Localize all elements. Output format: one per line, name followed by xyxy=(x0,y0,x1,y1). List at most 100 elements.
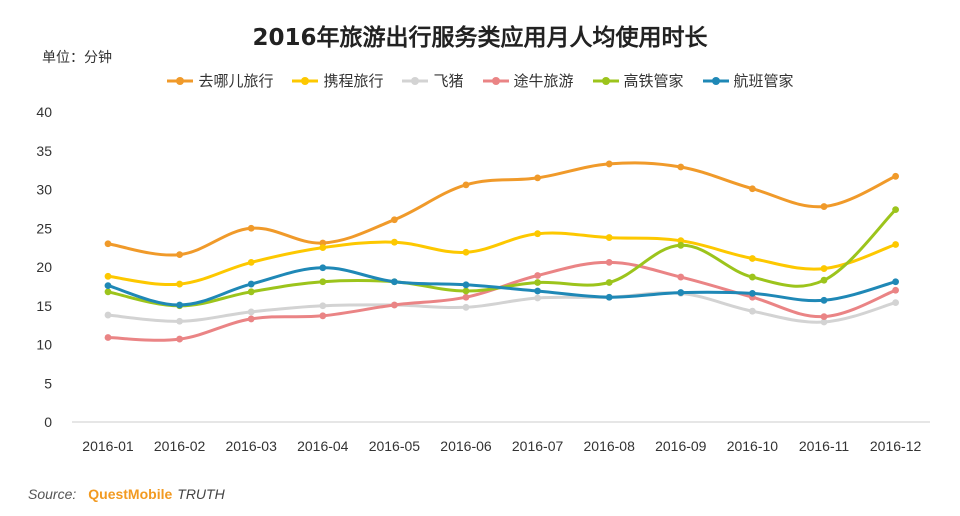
source-brand: QuestMobile xyxy=(88,486,173,502)
data-point xyxy=(104,282,112,289)
x-tick-label: 2016-10 xyxy=(727,438,779,454)
data-point xyxy=(462,287,470,295)
legend-swatch-dot xyxy=(491,76,500,85)
data-point xyxy=(462,281,470,289)
data-point xyxy=(534,174,541,182)
x-tick-label: 2016-08 xyxy=(584,438,636,454)
legend-swatch-dot xyxy=(301,76,310,85)
unit-label: 单位：分钟 xyxy=(42,50,112,66)
legend-item: 携程旅行 xyxy=(291,70,383,91)
legend-label: 飞猪 xyxy=(433,72,464,90)
x-tick-label: 2016-01 xyxy=(82,438,134,454)
data-point xyxy=(820,265,828,272)
series-line-6 xyxy=(106,266,898,307)
source-line: Source: QuestMobile TRUTH xyxy=(28,486,225,502)
data-point xyxy=(820,203,828,210)
legend-label: 携程旅行 xyxy=(323,72,384,90)
y-tick-label: 25 xyxy=(36,220,52,236)
legend-swatch xyxy=(592,76,619,85)
data-point xyxy=(534,279,541,286)
legend-label: 途牛旅游 xyxy=(513,72,574,90)
data-point xyxy=(176,317,184,325)
data-point xyxy=(319,239,327,247)
data-point xyxy=(319,278,327,286)
data-point xyxy=(820,313,828,320)
data-point xyxy=(749,185,756,193)
data-point xyxy=(104,288,112,296)
data-point xyxy=(247,280,255,288)
data-point xyxy=(677,241,685,249)
legend-swatch-dot xyxy=(711,76,720,85)
data-point xyxy=(462,181,470,189)
x-tick-label: 2016-03 xyxy=(226,438,278,454)
legend-item: 飞猪 xyxy=(401,70,464,91)
data-point xyxy=(319,312,327,320)
legend-swatch-dot xyxy=(601,76,610,85)
data-point xyxy=(749,273,756,281)
data-point xyxy=(391,278,398,286)
x-tick-label: 2016-06 xyxy=(440,438,492,454)
data-point xyxy=(319,264,327,272)
data-point xyxy=(534,230,541,238)
x-tick-label: 2016-04 xyxy=(297,438,349,454)
data-point xyxy=(820,296,828,304)
data-point xyxy=(462,293,470,301)
y-tick-label: 35 xyxy=(36,143,52,159)
data-point xyxy=(605,279,613,286)
data-point xyxy=(892,286,899,294)
data-point xyxy=(677,237,685,245)
y-tick-label: 30 xyxy=(36,182,52,198)
legend-item: 途牛旅游 xyxy=(482,70,574,91)
data-point xyxy=(892,278,899,286)
data-point xyxy=(605,234,613,241)
line-chart: 0 5 10 15 20 25 30 35 40 2016-01 2016-02 2016-03 201… xyxy=(36,104,930,454)
chart-title: 2016年旅游出行服务类应用月人均使用时长 xyxy=(252,25,708,51)
data-point xyxy=(247,258,255,266)
data-point xyxy=(176,280,184,288)
legend-swatch-dot xyxy=(411,76,420,85)
data-point xyxy=(892,172,899,180)
data-point xyxy=(749,307,756,315)
y-tick-label: 40 xyxy=(36,104,52,120)
series-line-2 xyxy=(106,231,898,287)
y-tick-label: 15 xyxy=(36,298,52,314)
data-point xyxy=(534,272,541,279)
legend-item: 航班管家 xyxy=(702,70,794,91)
data-point xyxy=(104,272,112,280)
legend-swatch xyxy=(402,76,429,85)
legend-item: 高铁管家 xyxy=(592,70,684,91)
data-point xyxy=(534,294,541,302)
series-line-3 xyxy=(106,291,898,324)
y-tick-label: 0 xyxy=(44,414,52,430)
x-tick-label: 2016-11 xyxy=(799,438,850,454)
data-point xyxy=(677,289,685,296)
data-point xyxy=(104,311,112,319)
legend-item: 去哪儿旅行 xyxy=(166,70,273,91)
x-tick-label: 2016-09 xyxy=(655,438,707,454)
data-point xyxy=(820,276,828,284)
source-label: Source: xyxy=(28,486,77,502)
x-tick-label: 2016-05 xyxy=(369,438,421,454)
legend-label: 航班管家 xyxy=(733,72,794,90)
data-point xyxy=(104,240,112,248)
data-point xyxy=(892,206,899,214)
data-point xyxy=(677,163,685,171)
legend: 去哪儿旅行 携程旅行 飞猪 途牛旅游 高铁管家 航班管家 xyxy=(0,70,960,91)
data-point xyxy=(247,288,255,296)
x-tick-label: 2016-12 xyxy=(870,438,922,454)
y-tick-label: 20 xyxy=(36,259,52,275)
data-point xyxy=(892,299,899,307)
data-point xyxy=(534,287,541,295)
data-point xyxy=(391,301,398,309)
data-point xyxy=(319,244,327,252)
data-point xyxy=(749,255,756,262)
legend-swatch-dot xyxy=(176,76,185,85)
data-point xyxy=(247,308,255,316)
x-tick-label: 2016-07 xyxy=(512,438,564,454)
legend-swatch xyxy=(482,76,509,85)
legend-swatch xyxy=(702,76,729,85)
data-point xyxy=(104,334,112,341)
data-point xyxy=(462,303,470,311)
x-tick-label: 2016-02 xyxy=(154,438,206,454)
data-point xyxy=(176,251,184,258)
